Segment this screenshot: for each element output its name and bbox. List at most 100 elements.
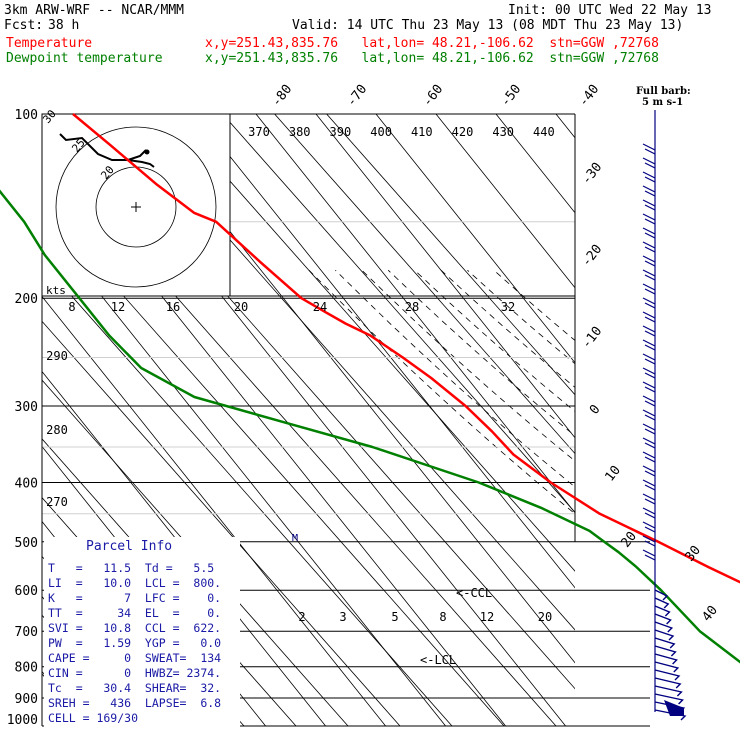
mixing-ratio-label-lower: 5 <box>391 610 398 624</box>
wind-barb-flag <box>642 423 656 435</box>
wind-barb-flag <box>642 171 656 183</box>
wind-barbs <box>642 110 687 721</box>
dry-adiabat-line <box>42 320 401 726</box>
wind-barb-lower <box>654 677 682 689</box>
theta-tick-label-lower: 270 <box>46 495 68 509</box>
dewpoint-legend-info: x,y=251.43,835.76 lat,lon= 48.21,-106.62… <box>205 51 659 66</box>
wind-barb-flag <box>642 409 656 421</box>
mixing-ratio-label-lower: 2 <box>298 610 305 624</box>
dewpoint-profile-line <box>0 189 740 664</box>
parcel-info-row: CIN = 0 HWBZ= 2374. <box>48 666 222 680</box>
parcel-info-row: CELL = 169/30 <box>48 711 139 725</box>
wind-barb-lower <box>654 637 676 649</box>
wind-barb-lower <box>654 613 672 625</box>
isotherm-line <box>375 114 575 364</box>
forecast-hour: 38 h <box>48 18 80 33</box>
parcel-info-panel: Parcel Info T = 11.5 Td = 5.5 LI = 10.0 L… <box>44 537 240 727</box>
wind-barb-flag <box>642 283 656 295</box>
isotherm-line <box>315 114 575 439</box>
theta-tick-label: 410 <box>411 125 433 139</box>
hodograph-kts-label: kts <box>46 284 66 297</box>
isotherm-tick-label: -70 <box>344 82 370 110</box>
hodograph-endpoint <box>144 149 150 155</box>
isotherm-line <box>42 370 326 726</box>
isotherm-line <box>255 114 575 514</box>
wind-barb-flag <box>642 311 656 323</box>
wind-barb-flag <box>642 493 656 505</box>
temperature-profile-line <box>72 113 740 584</box>
pressure-tick-label: 300 <box>15 400 38 415</box>
wind-barb-lower <box>654 589 669 601</box>
theta-tick-label: 420 <box>452 125 474 139</box>
wind-barb-flag <box>642 521 656 533</box>
isotherm-line <box>555 114 575 139</box>
isotherm-tick-label: 40 <box>700 603 721 625</box>
mixing-ratio-label-upper: 8 <box>68 300 75 314</box>
isotherm-line <box>42 220 446 726</box>
dry-adiabat-line <box>42 144 557 726</box>
parcel-info-row: PW = 1.59 YGP = 0.0 <box>48 636 222 650</box>
barb-legend-line1: Full barb: <box>636 86 691 97</box>
wind-barb-flag <box>642 451 656 463</box>
parcel-info-row: SREH = 436 LAPSE= 6.8 <box>48 696 222 710</box>
wind-barb-flag <box>642 395 656 407</box>
wind-barb-lower <box>654 685 683 697</box>
wind-barb-flag <box>642 227 656 239</box>
wind-barb-flag <box>642 479 656 491</box>
wind-barb-flag <box>642 339 656 351</box>
mixing-ratio-label-lower: 3 <box>339 610 346 624</box>
hodograph-trace <box>59 133 155 168</box>
wind-barb-flag <box>642 213 656 225</box>
pressure-tick-label: 900 <box>15 692 38 707</box>
hodograph-ring <box>55 126 217 288</box>
parcel-info-rows: T = 11.5 Td = 5.5 LI = 10.0 LCL = 800. K =… <box>48 561 221 726</box>
isotherm-tick-label: -20 <box>579 242 605 270</box>
wind-barb-lower <box>654 605 671 617</box>
isotherm-tick-label: -60 <box>420 82 446 110</box>
init-time: Init: 00 UTC Wed 22 May 13 <box>508 3 712 18</box>
wind-barb-flag <box>642 325 656 337</box>
dry-adiabat-line <box>222 114 575 513</box>
theta-tick-label: 400 <box>370 125 392 139</box>
wind-barb-flag <box>642 297 656 309</box>
dry-adiabat-line <box>274 114 575 455</box>
isotherm-tick-label: -50 <box>498 82 524 110</box>
isotherm-line <box>42 295 386 726</box>
wind-barb-flag <box>642 353 656 365</box>
wind-barb-flag <box>642 143 656 155</box>
parcel-info-title: Parcel Info <box>86 539 173 554</box>
parcel-info-row: T = 11.5 Td = 5.5 <box>48 561 215 575</box>
wind-barb-pennant <box>664 700 684 716</box>
mixing-ratio-label-lower: 20 <box>538 610 552 624</box>
parcel-info-row: LI = 10.0 LCL = 800. <box>48 576 222 590</box>
isotherm-line <box>736 114 740 726</box>
wind-barb-lower <box>654 653 678 665</box>
barb-legend: Full barb: 5 m s-1 <box>636 86 691 108</box>
temperature-legend-label: Temperature <box>6 36 93 51</box>
theta-tick-label: 440 <box>533 125 555 139</box>
theta-tick-label-lower: 280 <box>46 423 68 437</box>
theta-tick-label: 430 <box>492 125 514 139</box>
isotherm-tick-label: 30 <box>683 543 704 565</box>
pressure-tick-label: 500 <box>15 536 38 551</box>
isotherm-tick-label: 0 <box>587 402 604 417</box>
wind-barb-flag <box>642 157 656 169</box>
moist-adiabat-curve <box>493 269 575 341</box>
dry-adiabat-line <box>42 261 453 726</box>
dry-adiabat-line <box>66 114 575 690</box>
wind-barb-flag <box>642 437 656 449</box>
dry-adiabat-line <box>42 203 505 726</box>
hodograph-trace-tail <box>127 149 147 161</box>
lcl-marker-label: <-LCL <box>420 653 456 667</box>
parcel-info-row: K = 7 LFC = 0. <box>48 591 222 605</box>
wind-barb-lower <box>654 645 677 657</box>
isotherm-line <box>616 114 740 726</box>
wind-barb-lower <box>654 621 674 633</box>
pressure-tick-label: 800 <box>15 661 38 676</box>
isotherm-line <box>435 114 575 289</box>
theta-tick-label-lower: 290 <box>46 349 68 363</box>
pressure-tick-label: 200 <box>15 292 38 307</box>
wind-barb-lower <box>654 709 687 721</box>
